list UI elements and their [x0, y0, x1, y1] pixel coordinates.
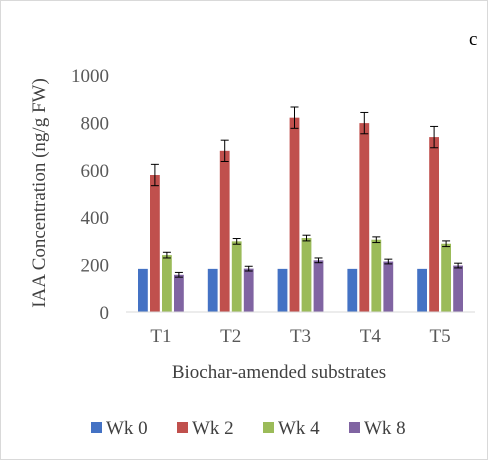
y-axis-ticks: 0 200 400 600 800 1000: [71, 66, 109, 324]
y-tick-label: 1000: [71, 66, 109, 87]
bar: [162, 255, 172, 312]
error-bar: [150, 163, 159, 187]
error-bar: [314, 257, 323, 264]
error-bar: [442, 240, 451, 248]
error-bar: [232, 238, 241, 245]
y-tick-label: 0: [100, 303, 110, 324]
bar: [359, 123, 370, 313]
error-bar: [384, 258, 393, 265]
error-bar: [372, 236, 381, 244]
bar: [453, 265, 463, 312]
bar: [383, 261, 394, 312]
legend-item: Wk 0: [91, 418, 148, 439]
bar: [417, 268, 427, 312]
bar: [289, 117, 300, 312]
y-tick-label: 800: [81, 113, 110, 134]
error-bars-group: [150, 106, 463, 278]
legend-label: Wk 2: [192, 418, 234, 439]
legend: Wk 0 Wk 2 Wk 4 Wk 8: [91, 418, 406, 439]
bar: [207, 268, 218, 312]
bar: [219, 150, 230, 312]
bar: [347, 268, 358, 312]
y-axis-title: IAA Concentration (ng/g FW): [29, 78, 50, 308]
legend-item: Wk 4: [263, 418, 320, 439]
legend-swatch: [177, 422, 188, 433]
legend-label: Wk 4: [278, 418, 320, 439]
error-bar: [174, 271, 183, 278]
x-tick-label: T1: [150, 326, 171, 347]
error-bar: [290, 106, 299, 129]
legend-item: Wk 2: [177, 418, 234, 439]
error-bar: [302, 234, 311, 242]
legend-swatch: [91, 422, 102, 433]
legend-label: Wk 0: [106, 418, 148, 439]
x-tick-label: T5: [430, 326, 451, 347]
x-tick-label: T4: [360, 326, 382, 347]
error-bar: [454, 262, 463, 269]
bar: [301, 238, 312, 312]
bar: [429, 137, 439, 312]
bar: [150, 175, 160, 312]
bar: [313, 260, 324, 312]
y-tick-label: 400: [81, 208, 110, 229]
bar: [277, 268, 288, 312]
bar: [243, 268, 254, 312]
y-tick-label: 200: [81, 256, 110, 277]
legend-swatch: [263, 422, 274, 433]
error-bar: [430, 125, 439, 149]
x-axis-ticks: T1 T2 T3 T4 T5: [150, 326, 450, 347]
y-tick-label: 600: [81, 161, 110, 182]
x-tick-label: T2: [220, 326, 241, 347]
legend-swatch: [349, 422, 360, 433]
error-bar: [162, 251, 171, 259]
error-bar: [244, 265, 253, 272]
legend-item: Wk 8: [349, 418, 406, 439]
error-bar: [360, 111, 369, 135]
x-axis-title: Biochar-amended substrates: [172, 362, 386, 383]
bar: [231, 241, 242, 312]
x-tick-label: T3: [290, 326, 311, 347]
legend-label: Wk 8: [364, 418, 406, 439]
panel-label: c: [469, 29, 477, 50]
bar: [174, 274, 184, 312]
bars-group: [138, 117, 463, 313]
error-bar: [220, 139, 229, 163]
bar: [371, 239, 382, 312]
bar: [138, 268, 148, 312]
bar: [441, 243, 451, 312]
